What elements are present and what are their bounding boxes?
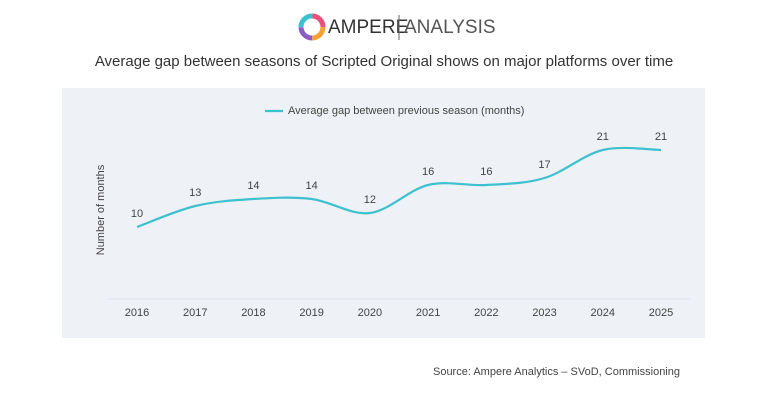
x-tick-label: 2024 [591, 307, 615, 319]
data-label: 13 [189, 187, 201, 199]
x-tick-label: 2023 [532, 307, 556, 319]
chart-title: Average gap between seasons of Scripted … [95, 53, 673, 70]
x-tick-label: 2022 [474, 307, 498, 319]
x-tick-label: 2021 [416, 307, 440, 319]
data-label: 21 [655, 131, 667, 143]
data-label: 14 [306, 180, 318, 192]
brand-product: ANALYSIS [404, 17, 496, 38]
data-label: 16 [480, 166, 492, 178]
x-tick-label: 2018 [241, 307, 265, 319]
logo-icon [298, 13, 326, 41]
logo-icon [298, 13, 326, 41]
x-tick-label: 2017 [183, 307, 207, 319]
line [136, 146, 662, 229]
x-tick-label: 2016 [125, 307, 149, 319]
plot-background [62, 88, 705, 338]
legend-label: Average gap between previous season (mon… [288, 105, 524, 117]
y-axis-label: Number of months [95, 164, 107, 255]
data-label: 14 [247, 180, 259, 192]
data-label: 16 [422, 166, 434, 178]
brand-name: AMPERE [328, 17, 408, 38]
data-label: 10 [131, 208, 143, 220]
x-tick-label: 2025 [649, 307, 673, 319]
data-label: 17 [538, 159, 550, 171]
x-tick-label: 2019 [299, 307, 323, 319]
source: Source: Ampere Analytics – SVoD, Commiss… [433, 366, 680, 378]
data-label: 21 [597, 131, 609, 143]
logo-icon [298, 13, 326, 41]
x-tick-label: 2020 [358, 307, 382, 319]
logo: AMPERE ANALYSIS [298, 13, 496, 41]
data-label: 12 [364, 194, 376, 206]
